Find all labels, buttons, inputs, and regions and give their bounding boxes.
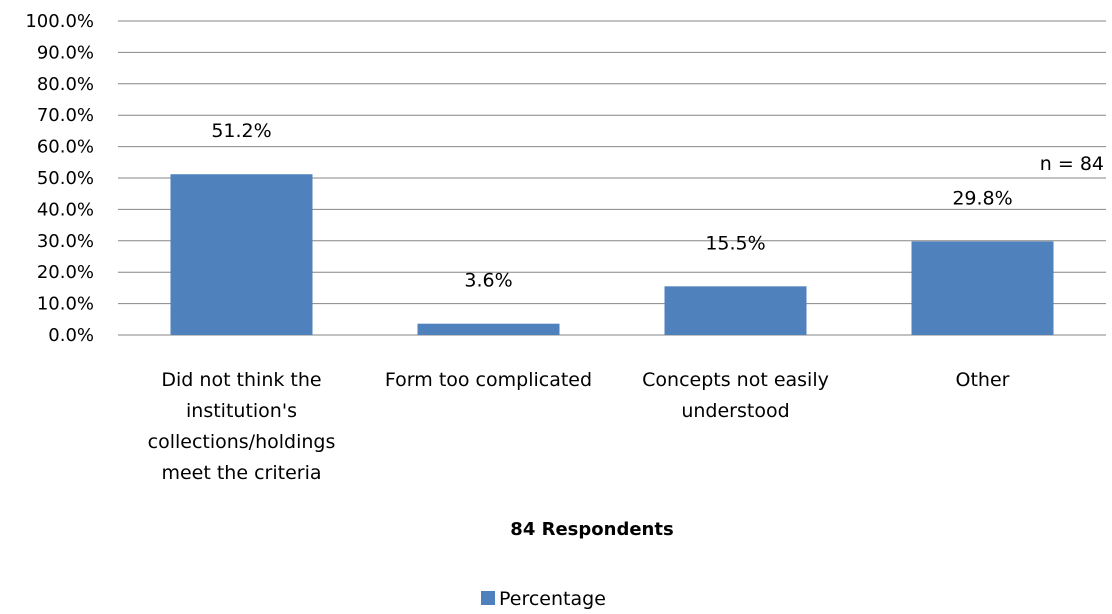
category-label: Did not think the institution's collection… bbox=[148, 369, 336, 484]
y-tick-label: 90.0% bbox=[37, 42, 94, 63]
y-tick-label: 50.0% bbox=[37, 168, 94, 189]
category-label: Concepts not easily understood bbox=[642, 369, 829, 422]
legend: Percentage bbox=[481, 588, 606, 610]
category-label: Form too complicated bbox=[385, 369, 592, 391]
bar bbox=[417, 323, 560, 335]
y-axis-tick-labels: 0.0% 10.0% 20.0% 30.0% 40.0% 50.0% 60.0% 70.0% 8… bbox=[25, 11, 94, 346]
y-tick-label: 10.0% bbox=[37, 294, 94, 315]
data-label: 51.2% bbox=[211, 120, 271, 142]
data-label: 29.8% bbox=[952, 187, 1012, 209]
legend-swatch bbox=[481, 591, 495, 605]
y-tick-label: 40.0% bbox=[37, 199, 94, 220]
bars bbox=[170, 174, 1054, 335]
x-axis-title: 84 Respondents bbox=[510, 519, 673, 540]
bar bbox=[664, 286, 807, 335]
y-tick-label: 100.0% bbox=[25, 11, 94, 32]
category-labels: Did not think the institution's collection… bbox=[148, 369, 1010, 484]
y-tick-label: 20.0% bbox=[37, 262, 94, 283]
bar bbox=[911, 241, 1054, 335]
sample-size-annotation: n = 84 bbox=[1040, 153, 1104, 175]
y-tick-label: 30.0% bbox=[37, 231, 94, 252]
y-tick-label: 60.0% bbox=[37, 137, 94, 158]
y-tick-label: 70.0% bbox=[37, 105, 94, 126]
legend-label: Percentage bbox=[499, 588, 606, 610]
data-label: 3.6% bbox=[464, 270, 512, 292]
category-label: Other bbox=[956, 369, 1010, 391]
bar bbox=[170, 174, 313, 335]
y-tick-label: 0.0% bbox=[48, 325, 94, 346]
data-labels: 51.2% 3.6% 15.5% 29.8% bbox=[211, 120, 1012, 291]
data-label: 15.5% bbox=[705, 232, 765, 254]
y-tick-label: 80.0% bbox=[37, 74, 94, 95]
